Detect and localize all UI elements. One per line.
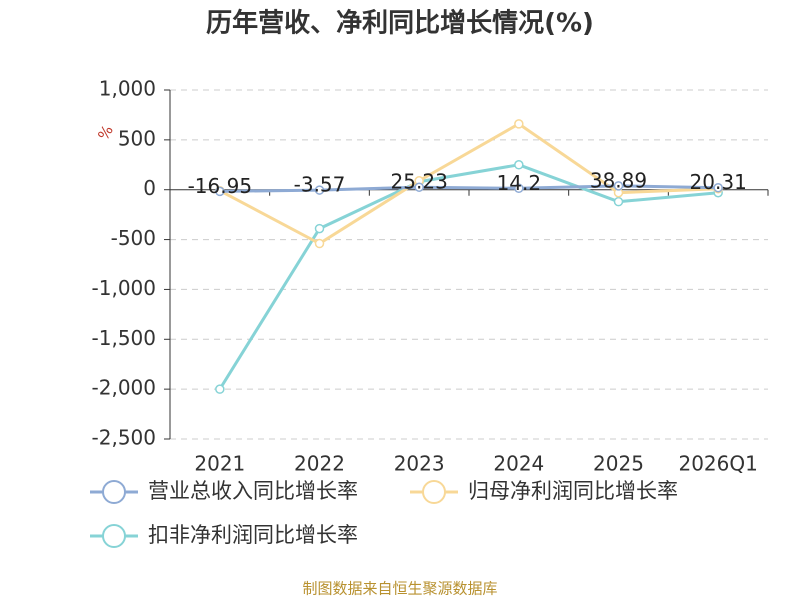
x-tick-label: 2026Q1 xyxy=(678,452,757,476)
legend-marker xyxy=(102,524,126,548)
legend-marker xyxy=(102,480,126,504)
source-note: 制图数据来自恒生聚源数据库 xyxy=(302,580,497,598)
legend-label: 归母净利润同比增长率 xyxy=(468,479,678,503)
data-label: 25.23 xyxy=(391,170,448,194)
x-tick-label: 2023 xyxy=(394,452,445,476)
data-point xyxy=(215,186,225,197)
x-tick-label: 2022 xyxy=(294,452,345,476)
data-point xyxy=(514,183,524,194)
data-point xyxy=(713,182,723,193)
y-axis-label: % xyxy=(94,122,117,143)
data-point xyxy=(414,182,424,192)
legend-marker xyxy=(422,480,446,504)
x-tick-label: 2021 xyxy=(194,452,245,476)
series-line xyxy=(219,122,719,246)
y-tick-label: -2,500 xyxy=(92,426,156,450)
x-tick-label: 2024 xyxy=(493,452,544,476)
y-tick-label: 0 xyxy=(143,176,156,200)
data-point xyxy=(514,160,524,170)
data-point xyxy=(613,181,624,191)
data-label: 14.2 xyxy=(497,171,542,195)
y-tick-label: 1,000 xyxy=(99,77,156,101)
y-tick-label: -1,000 xyxy=(92,276,156,300)
x-tick-label: 2025 xyxy=(593,452,644,476)
chart-title: 历年营收、净利同比增长情况(%) xyxy=(206,8,594,39)
data-label: 20.31 xyxy=(690,170,747,194)
data-point xyxy=(314,238,325,249)
y-tick-label: -2,000 xyxy=(92,376,156,400)
data-label: -3.57 xyxy=(294,173,346,197)
data-point xyxy=(514,119,524,129)
data-point xyxy=(314,223,325,234)
legend-label: 营业总收入同比增长率 xyxy=(148,479,358,503)
data-label: -16.95 xyxy=(188,174,252,198)
y-tick-label: 500 xyxy=(118,126,156,150)
y-tick-label: -1,500 xyxy=(92,326,156,350)
legend-label: 扣非净利润同比增长率 xyxy=(148,523,358,547)
data-point xyxy=(613,196,624,207)
y-tick-label: -500 xyxy=(111,226,156,250)
data-point xyxy=(314,185,325,195)
data-point xyxy=(215,384,225,394)
data-label: 38.89 xyxy=(590,168,647,192)
series-line xyxy=(218,163,719,390)
series-line xyxy=(219,184,719,193)
